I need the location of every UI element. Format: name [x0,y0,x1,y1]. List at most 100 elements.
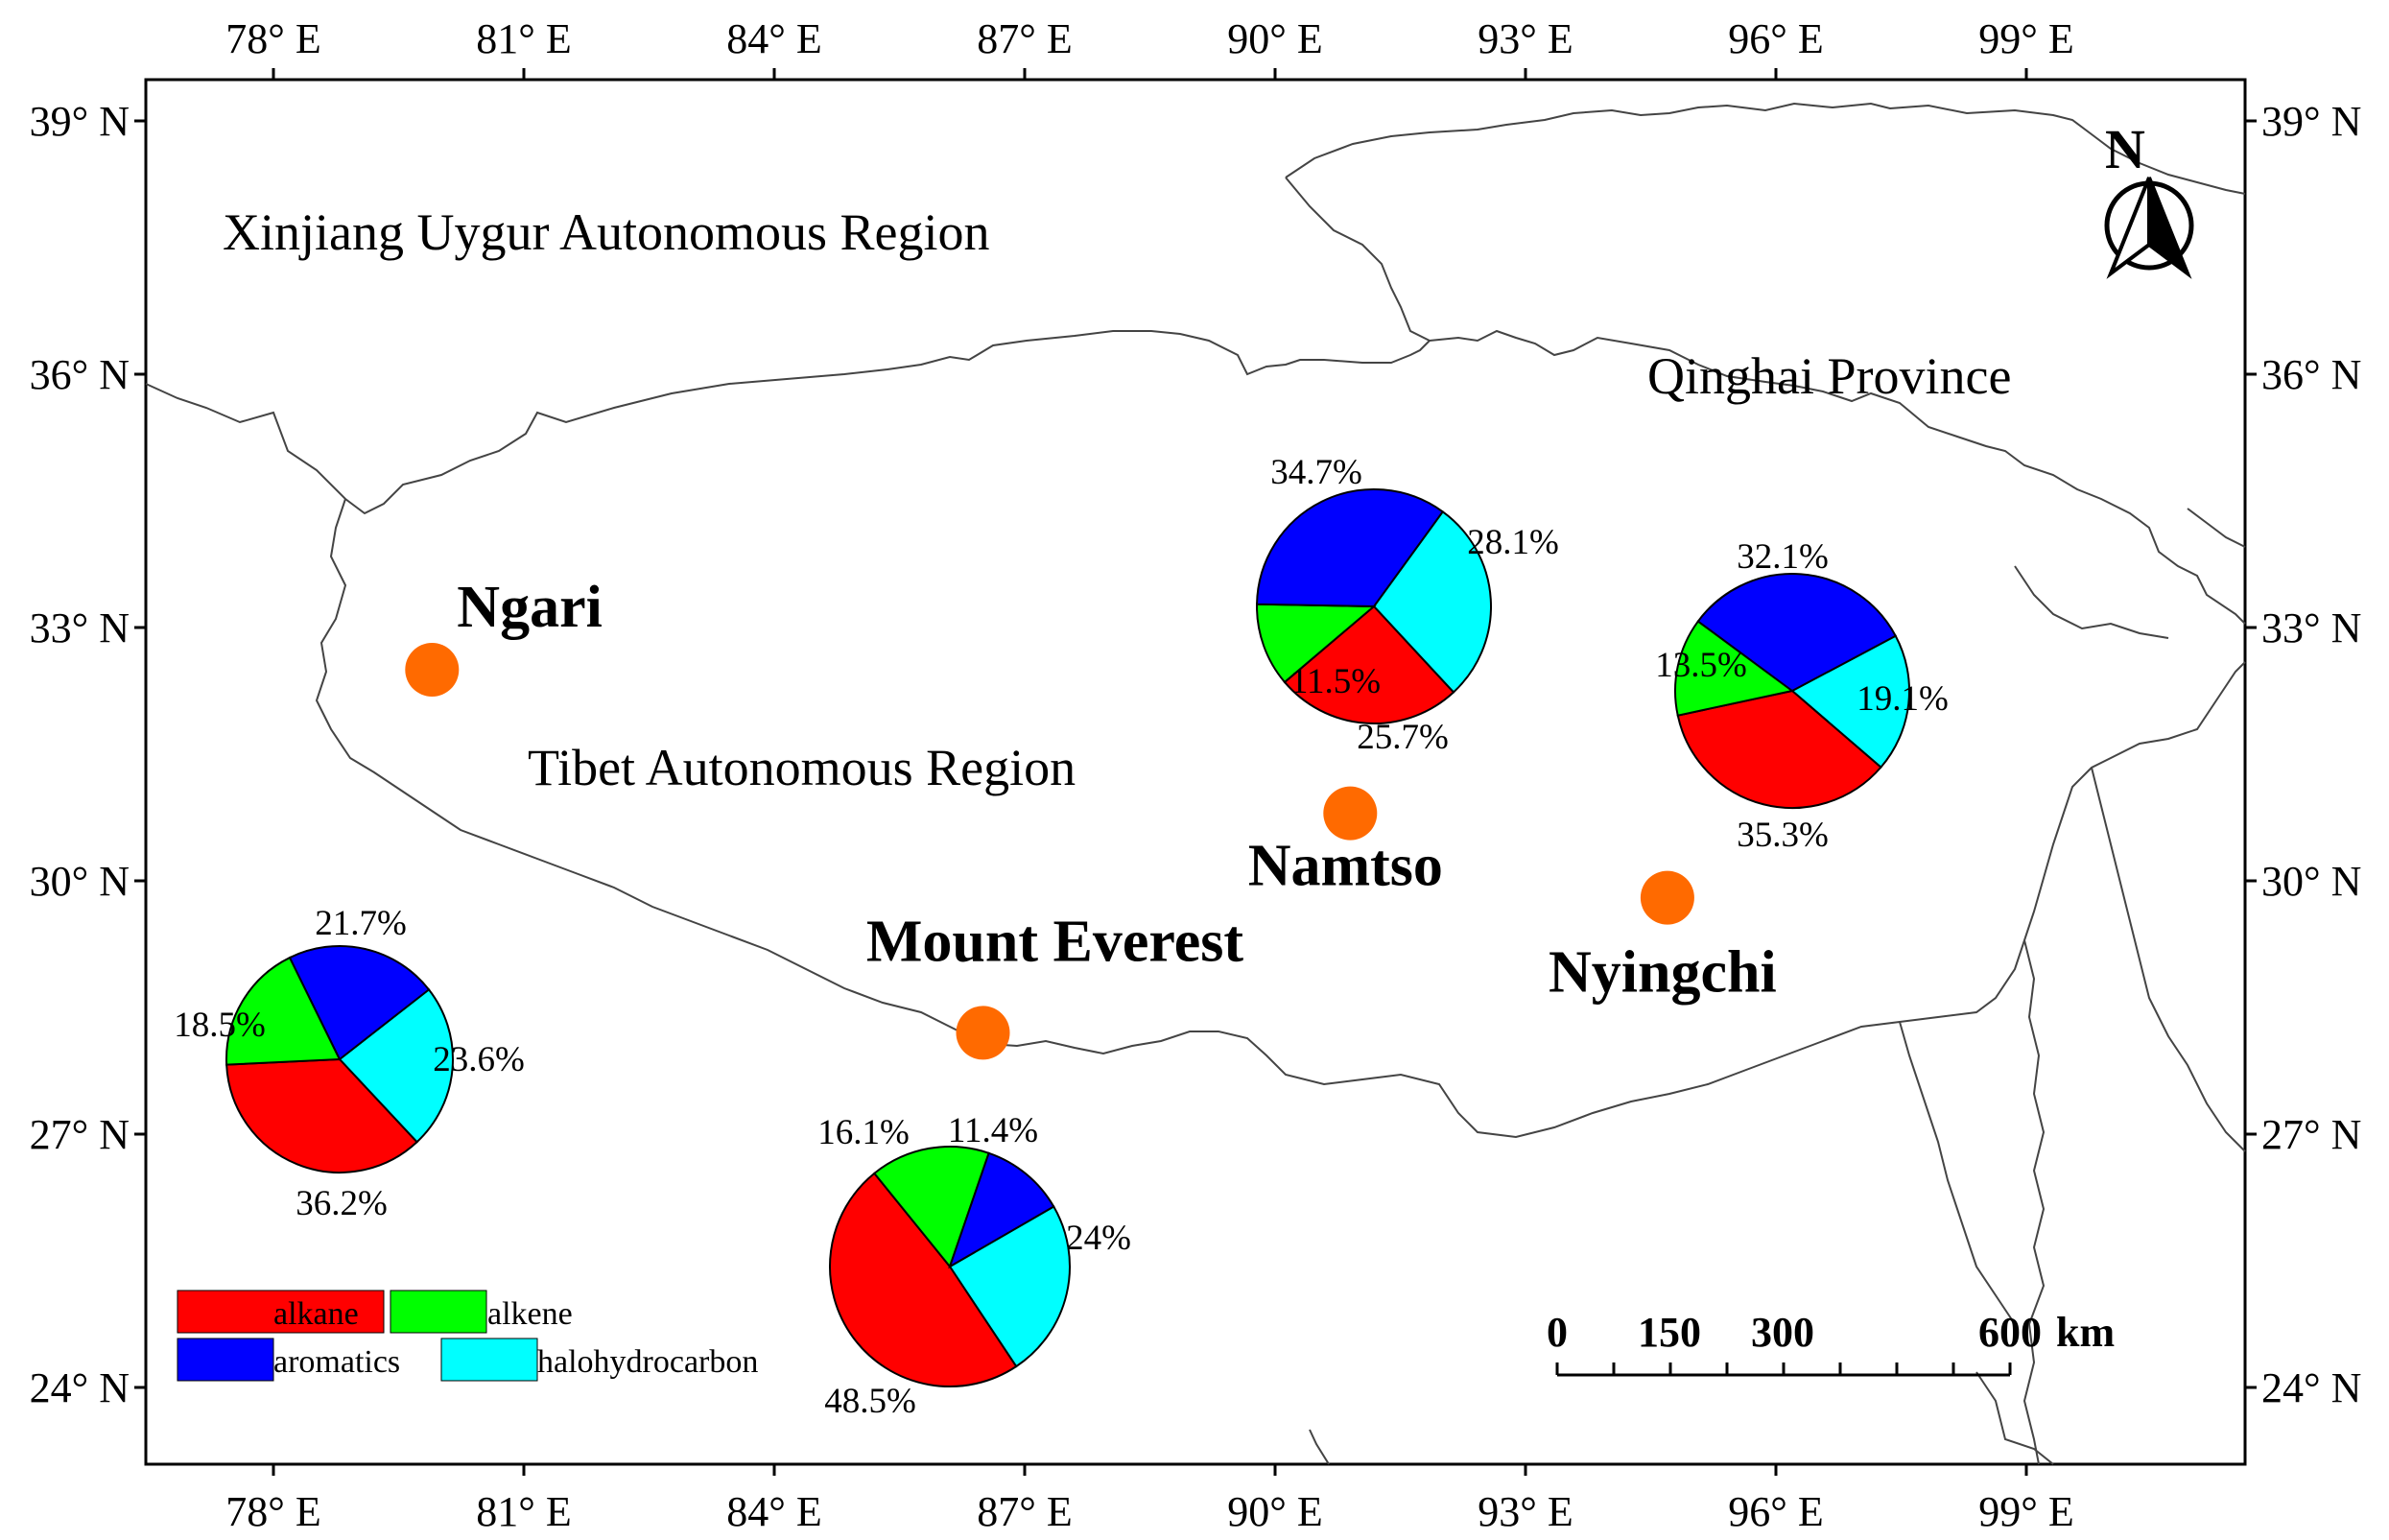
north-arrow: N [2104,118,2194,279]
north-arrow-needle-right [2147,177,2192,279]
pie-slice-halohydrocarbon [948,1205,1071,1368]
pie-label-alkane: 36.2% [296,1184,388,1223]
pie-label-halohydrocarbon: 23.6% [433,1040,525,1079]
lon-tick-label-bottom: 99° E [1978,1488,2073,1535]
lat-tick-label-left: 33° N [30,604,130,652]
pie-label-alkene: 18.5% [174,1006,266,1045]
pie-slice-aromatics [288,945,431,1061]
pie-slice-alkene [225,956,342,1066]
pie-charts: 28.1% 25.7% 11.5% 34.7% 19.1% 35.3% 13.5% 32.1%… [174,453,1949,1421]
pie-label-halohydrocarbon: 19.1% [1857,679,1949,719]
pie-label-alkene: 11.5% [1290,662,1381,701]
site-label: Ngari [457,575,603,640]
pie-label-alkene: 16.1% [817,1113,910,1152]
lon-tick-label-top: 84° E [726,15,821,62]
lat-tick-label-left: 27° N [30,1111,130,1158]
region-label-xinjiang: Xinjiang Uygur Autonomous Region [223,203,989,261]
scale-unit: km [2056,1309,2115,1356]
axis-ticks [134,68,2257,1476]
pie-slice-alkane [1283,604,1455,724]
lat-tick-label-right: 39° N [2261,98,2361,145]
lon-tick-label-bottom: 81° E [476,1488,571,1535]
north-arrow-label: N [2105,118,2145,180]
pie-label-alkane: 35.3% [1737,816,1829,855]
lat-tick-label-left: 30° N [30,858,130,905]
legend-label-halohydrocarbon: halohydrocarbon [537,1344,758,1380]
pie-slice-alkane [225,1057,418,1173]
scale-label-600: 600 [1978,1309,2042,1356]
legend-swatch-alkane [177,1290,385,1334]
lon-tick-label-bottom: 93° E [1478,1488,1573,1535]
qinghai-tibet-border [1429,329,2246,625]
pie-slice-alkene [872,1146,990,1269]
legend-swatch-halohydrocarbon [440,1338,538,1382]
lon-tick-label-bottom: 78° E [225,1488,320,1535]
site-marker [405,643,460,697]
site-markers: Ngari Namtso Nyingchi Mount Everest [405,575,1777,1060]
yunnan-border [2091,767,2246,1152]
southern-border [1899,1021,2016,1325]
eastern-border [2022,939,2046,1465]
lon-tick-label-top: 87° E [977,15,1072,62]
lat-tick-label-left: 36° N [30,351,130,398]
right-inlet-border [2187,508,2246,548]
site-label: Mount Everest [866,909,1244,974]
site-marker [956,1006,1010,1060]
pie-label-aromatics: 32.1% [1737,537,1829,577]
legend: alkane alkene aromatics halohydrocarbon [177,1290,758,1382]
lon-tick-label-top: 99° E [1978,15,2073,62]
scale-bar: 0 150 300 600 km [1547,1309,2115,1377]
xinjiang-qinghai-border-west [1285,177,1431,342]
region-label-qinghai: Qinghai Province [1647,347,2011,405]
pie-slice-halohydrocarbon [1372,509,1492,694]
pie-label-alkane: 25.7% [1357,718,1449,757]
pie-label-alkane: 48.5% [824,1382,916,1421]
pie-slice-aromatics [1256,488,1445,608]
right-inlet-border-2 [2014,565,2169,639]
site-marker [1640,870,1694,925]
scale-label-300: 300 [1751,1309,1814,1356]
legend-swatch-alkene [390,1290,487,1334]
lon-tick-label-bottom: 90° E [1227,1488,1322,1535]
lon-tick-label-bottom: 84° E [726,1488,821,1535]
lat-tick-label-right: 27° N [2261,1111,2361,1158]
region-label-tibet: Tibet Autonomous Region [528,739,1076,796]
pie-slice-alkene [1256,603,1377,684]
pie-slice-alkane [1676,689,1882,809]
map-frame [144,78,2247,1466]
lon-tick-label-top: 81° E [476,15,571,62]
pie-label-aromatics: 11.4% [948,1111,1038,1150]
pie-slice-halohydrocarbon [1790,634,1910,770]
lat-tick-label-right: 36° N [2261,351,2361,398]
pie-label-aromatics: 34.7% [1270,453,1362,492]
legend-label-alkane: alkane [273,1296,359,1332]
site-marker [1323,786,1378,841]
pie-label-aromatics: 21.7% [315,904,407,943]
lat-tick-label-right: 30° N [2261,858,2361,905]
pie-label-halohydrocarbon: 28.1% [1467,523,1559,562]
legend-label-alkene: alkene [487,1296,573,1332]
site-label: Nyingchi [1549,940,1777,1006]
bottom-border-2 [1309,1429,1330,1465]
scale-label-0: 0 [1547,1309,1568,1356]
lon-tick-label-top: 93° E [1478,15,1573,62]
xinjiang-qinghai-border [1285,102,2246,195]
lon-tick-label-top: 78° E [225,15,320,62]
lon-tick-label-bottom: 87° E [977,1488,1072,1535]
pie-slice-aromatics [948,1151,1055,1269]
legend-label-aromatics: aromatics [273,1344,400,1380]
lon-tick-label-bottom: 96° E [1728,1488,1823,1535]
site-label: Namtso [1248,834,1443,899]
pie-slice-alkane [829,1172,1018,1387]
province-borders [145,102,2246,1465]
pie-slice-aromatics [1696,573,1898,693]
pie-label-alkene: 13.5% [1655,646,1747,685]
axis-tick-labels: 78° E 78° E 81° E 81° E 84° E 84° E 87° E 87° E… [30,15,2362,1535]
lat-tick-label-right: 33° N [2261,604,2361,652]
lat-tick-label-right: 24° N [2261,1364,2361,1411]
scale-bar-ticks [1555,1362,2012,1375]
lat-tick-label-left: 24° N [30,1364,130,1411]
lat-tick-label-left: 39° N [30,98,130,145]
xinjiang-tibet-border [145,330,1431,515]
